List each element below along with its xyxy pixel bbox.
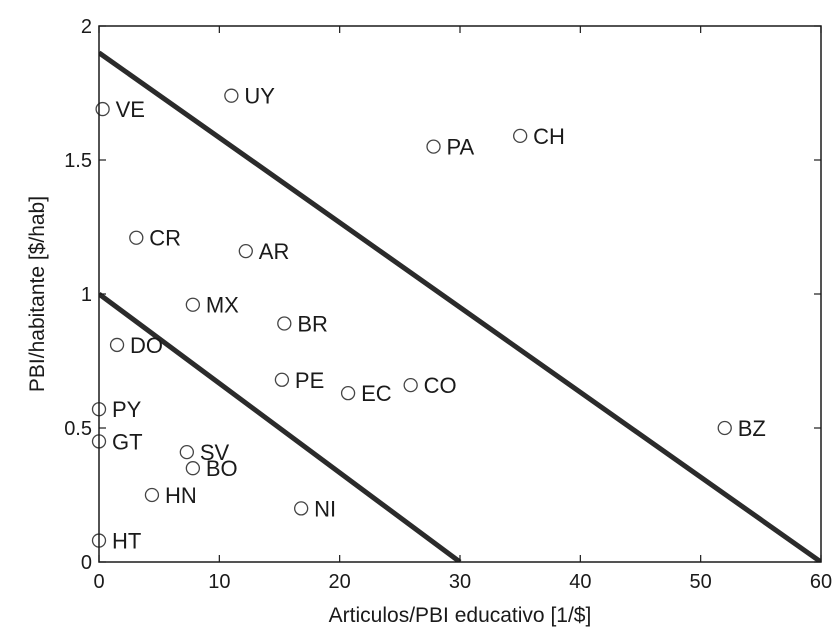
point-bz	[717, 420, 732, 436]
x-tick-label: 20	[329, 571, 351, 593]
point-label-uy: UY	[244, 84, 275, 109]
trend-line-2	[99, 291, 462, 562]
point-ve	[95, 101, 110, 117]
point-label-ar: AR	[259, 239, 290, 264]
x-tick-label: 30	[449, 571, 471, 593]
point-label-bo: BO	[206, 456, 238, 481]
point-pa	[426, 139, 441, 154]
x-axis-tick-labels: 0 10 20 30 40 50 60	[93, 571, 832, 593]
axis-ticks	[98, 25, 822, 563]
point-label-ht: HT	[112, 529, 141, 554]
point-do	[109, 337, 125, 353]
y-tick-label: 1.5	[64, 150, 92, 172]
x-tick-label: 0	[93, 571, 104, 593]
point-cr	[129, 230, 144, 245]
point-label-ve: VE	[116, 97, 145, 122]
point-label-pa: PA	[447, 135, 475, 160]
point-label-co: CO	[424, 373, 457, 398]
point-bo	[185, 461, 201, 476]
point-label-sv: SV	[200, 440, 230, 465]
y-tick-label: 1	[81, 284, 92, 306]
point-ec	[340, 386, 356, 401]
y-axis-label: PBI/habitante [$/hab]	[26, 196, 49, 392]
point-label-br: BR	[297, 311, 328, 336]
point-ch	[513, 128, 528, 144]
y-axis-tick-labels: 0 0.5 1 1.5 2	[64, 16, 92, 574]
point-label-pe: PE	[295, 368, 324, 393]
x-tick-label: 60	[810, 571, 832, 593]
point-label-hn: HN	[165, 483, 197, 508]
data-points	[91, 88, 732, 548]
point-label-ch: CH	[533, 124, 565, 149]
x-tick-label: 40	[569, 571, 591, 593]
y-tick-label: 0	[81, 552, 92, 574]
point-label-ec: EC	[361, 381, 392, 406]
point-label-gt: GT	[112, 429, 143, 454]
point-label-do: DO	[130, 333, 163, 358]
point-co	[403, 377, 418, 393]
point-ni	[294, 501, 309, 516]
point-mx	[185, 297, 201, 312]
point-label-mx: MX	[206, 293, 239, 318]
point-pe	[274, 372, 290, 387]
point-uy	[224, 88, 239, 103]
y-tick-label: 0.5	[64, 418, 92, 440]
point-label-py: PY	[112, 397, 142, 422]
trend-line-1	[99, 50, 821, 562]
point-sv	[179, 444, 194, 460]
x-tick-label: 10	[208, 571, 230, 593]
point-label-cr: CR	[149, 226, 181, 251]
y-tick-label: 2	[81, 16, 92, 38]
point-ar	[238, 243, 253, 259]
x-axis-label: Articulos/PBI educativo [1/$]	[329, 604, 592, 627]
x-tick-label: 50	[690, 571, 712, 593]
point-br	[277, 316, 292, 331]
point-hn	[144, 487, 160, 503]
point-label-bz: BZ	[738, 416, 766, 441]
trend-lines	[99, 50, 821, 562]
point-label-ni: NI	[314, 496, 336, 521]
